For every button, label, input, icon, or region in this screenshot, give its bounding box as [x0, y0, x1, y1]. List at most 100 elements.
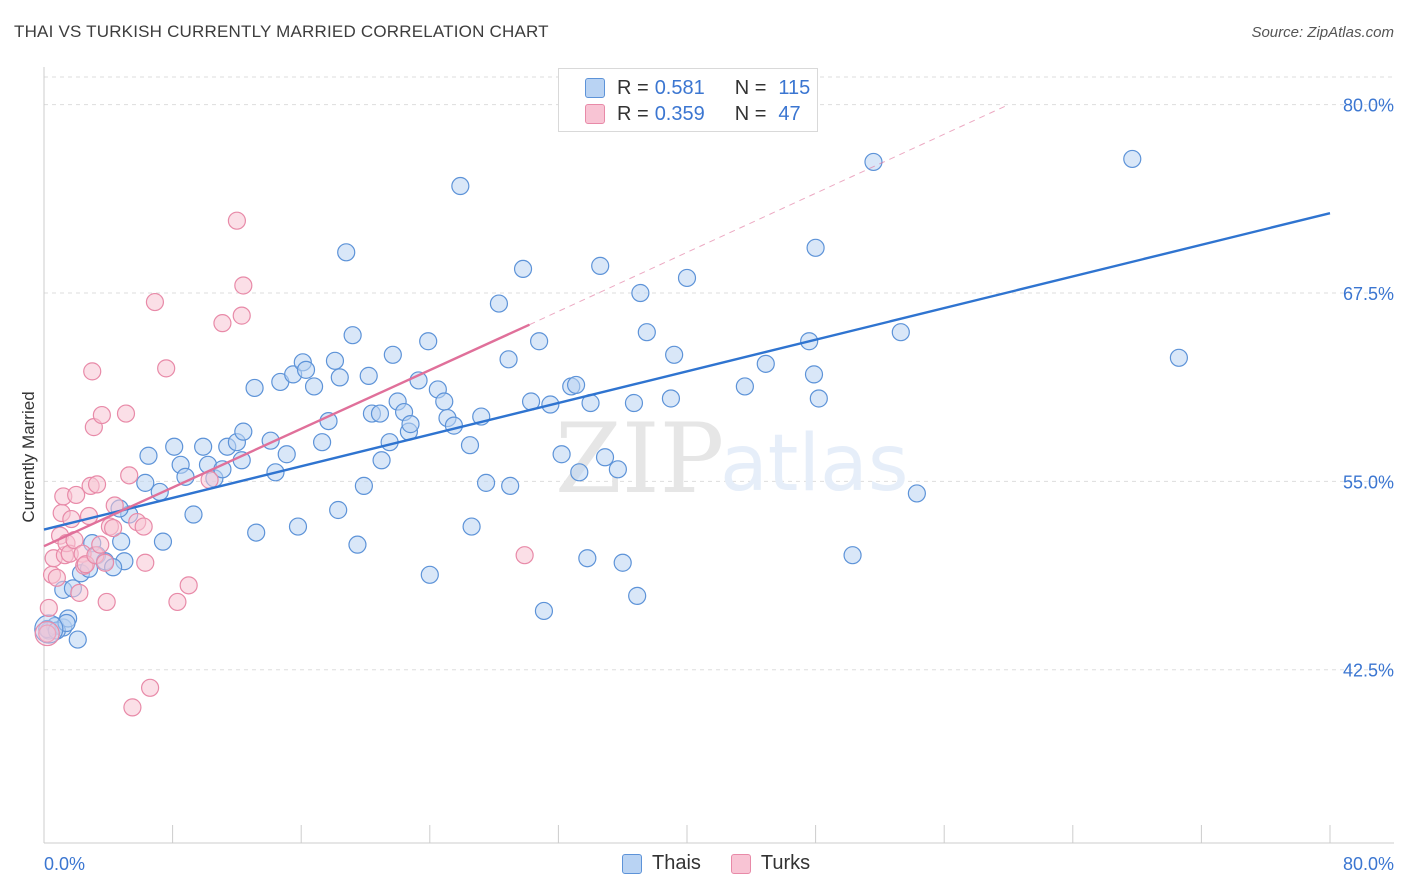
turk-point — [232, 306, 251, 325]
thai-r-value: 0.581 — [654, 76, 705, 99]
thai-point — [329, 500, 348, 520]
turk-point — [97, 592, 116, 612]
turk-point — [39, 598, 58, 618]
turk-point — [47, 568, 66, 587]
thai-point — [570, 463, 589, 482]
chart-title: THAI VS TURKISH CURRENTLY MARRIED CORREL… — [14, 22, 549, 41]
thai-point — [637, 323, 656, 342]
turk-point — [234, 276, 253, 295]
turk-point — [87, 475, 107, 494]
turk-point — [227, 211, 246, 230]
y-tick-label: 80.0% — [1343, 96, 1394, 116]
turk-point — [92, 405, 111, 425]
thai-point — [907, 484, 926, 503]
turk-point — [95, 553, 115, 572]
watermark-zip: ZIP — [555, 403, 724, 515]
turk-r-value: 0.359 — [654, 102, 705, 125]
turks-swatch — [730, 853, 751, 874]
thai-point — [735, 377, 754, 396]
thai-point — [591, 256, 610, 275]
thai-point — [552, 445, 571, 464]
watermark: ZIP atlas — [555, 403, 909, 515]
thai-point — [595, 448, 615, 467]
thai-point — [372, 451, 391, 470]
thai-point — [489, 294, 509, 313]
thai-point — [513, 259, 533, 279]
thai-point — [566, 375, 586, 395]
thai-point — [401, 415, 420, 434]
thais-label: Thais — [652, 852, 701, 874]
thai-point — [756, 354, 775, 373]
thai-point — [578, 549, 597, 568]
regression-lines — [43, 104, 1331, 548]
thai-point — [296, 360, 316, 379]
watermark-atlas: atlas — [720, 419, 909, 509]
thai-point — [628, 586, 647, 605]
y-tick-label: 55.0% — [1343, 472, 1394, 492]
thai-point — [247, 523, 266, 542]
thai-point — [1169, 348, 1188, 367]
y-tick-label: 42.5% — [1343, 661, 1394, 681]
y-tick-label: 67.5% — [1343, 284, 1394, 304]
thai-point — [234, 422, 253, 441]
legend-item-turks[interactable]: Turks — [730, 852, 810, 875]
thai-point — [809, 389, 828, 408]
turk-cluster-point — [34, 620, 60, 647]
thai-point — [476, 473, 496, 492]
correlation-legend: R = 0.581 N = 115 R = 0.359 N = 47 — [558, 68, 818, 132]
thai-point — [665, 345, 684, 364]
thai-point — [153, 532, 173, 551]
thai-point — [631, 283, 650, 303]
y-tick-labels: 42.5% 55.0% 67.5% 80.0% — [1343, 96, 1394, 681]
turk-point — [91, 535, 110, 554]
thai-point — [435, 392, 454, 411]
thai-point — [804, 365, 824, 384]
turk-point — [145, 292, 165, 312]
series-legend: Thais Turks — [622, 852, 840, 875]
turk-point — [116, 404, 136, 423]
turk-point — [168, 592, 187, 612]
axes — [43, 67, 1394, 844]
thai-point — [112, 532, 131, 551]
chart-source: Source: ZipAtlas.com — [1251, 24, 1394, 41]
x-tick-label-max: 80.0% — [1343, 854, 1394, 874]
thai-point — [419, 332, 438, 351]
legend-item-thais[interactable]: Thais — [622, 852, 701, 875]
thai-point — [891, 323, 910, 342]
thai-point — [460, 436, 480, 455]
thai-point — [194, 437, 213, 456]
thai-point — [444, 416, 464, 435]
thai-point — [312, 433, 332, 452]
turk-n-value: 47 — [778, 102, 801, 125]
turk-point — [120, 466, 139, 485]
thai-point — [499, 350, 518, 369]
thai-point — [420, 565, 439, 584]
turk-point — [179, 576, 198, 595]
thai-point — [245, 378, 264, 398]
turk-point — [136, 553, 155, 572]
legend-row-thai: R = 0.581 N = 115 — [585, 75, 810, 101]
thai-point — [343, 326, 362, 345]
thai-point — [165, 437, 184, 456]
turk-n-label: N = — [734, 102, 767, 125]
thai-point — [534, 601, 554, 621]
turk-point — [140, 678, 160, 697]
thai-point — [806, 238, 825, 257]
x-tick-label-min: 0.0% — [44, 854, 85, 874]
turk-point — [157, 359, 176, 378]
turk-point — [213, 314, 232, 333]
turk-point — [104, 518, 123, 538]
turk-point — [67, 485, 86, 505]
thai-point — [136, 473, 155, 492]
turk-regression-extension — [529, 104, 1009, 326]
turk-point — [70, 583, 89, 602]
thai-point — [613, 553, 632, 572]
turk-points — [34, 211, 534, 717]
thai-point — [277, 445, 296, 464]
thai-point — [354, 476, 373, 495]
turk-point — [515, 546, 534, 565]
legend-row-turk: R = 0.359 N = 47 — [585, 101, 801, 127]
thai-n-label: N = — [734, 76, 767, 99]
thai-point — [139, 446, 158, 465]
